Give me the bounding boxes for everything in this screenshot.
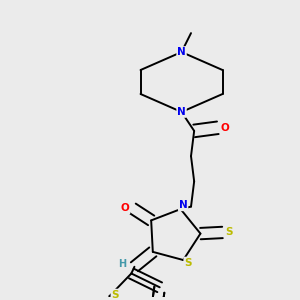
Text: N: N (179, 200, 188, 210)
Text: H: H (118, 259, 126, 269)
Text: N: N (177, 107, 186, 117)
Text: O: O (121, 203, 130, 213)
Text: S: S (226, 227, 233, 237)
Text: S: S (184, 258, 192, 268)
Text: O: O (220, 123, 229, 133)
Text: S: S (111, 290, 119, 300)
Text: N: N (177, 47, 186, 57)
